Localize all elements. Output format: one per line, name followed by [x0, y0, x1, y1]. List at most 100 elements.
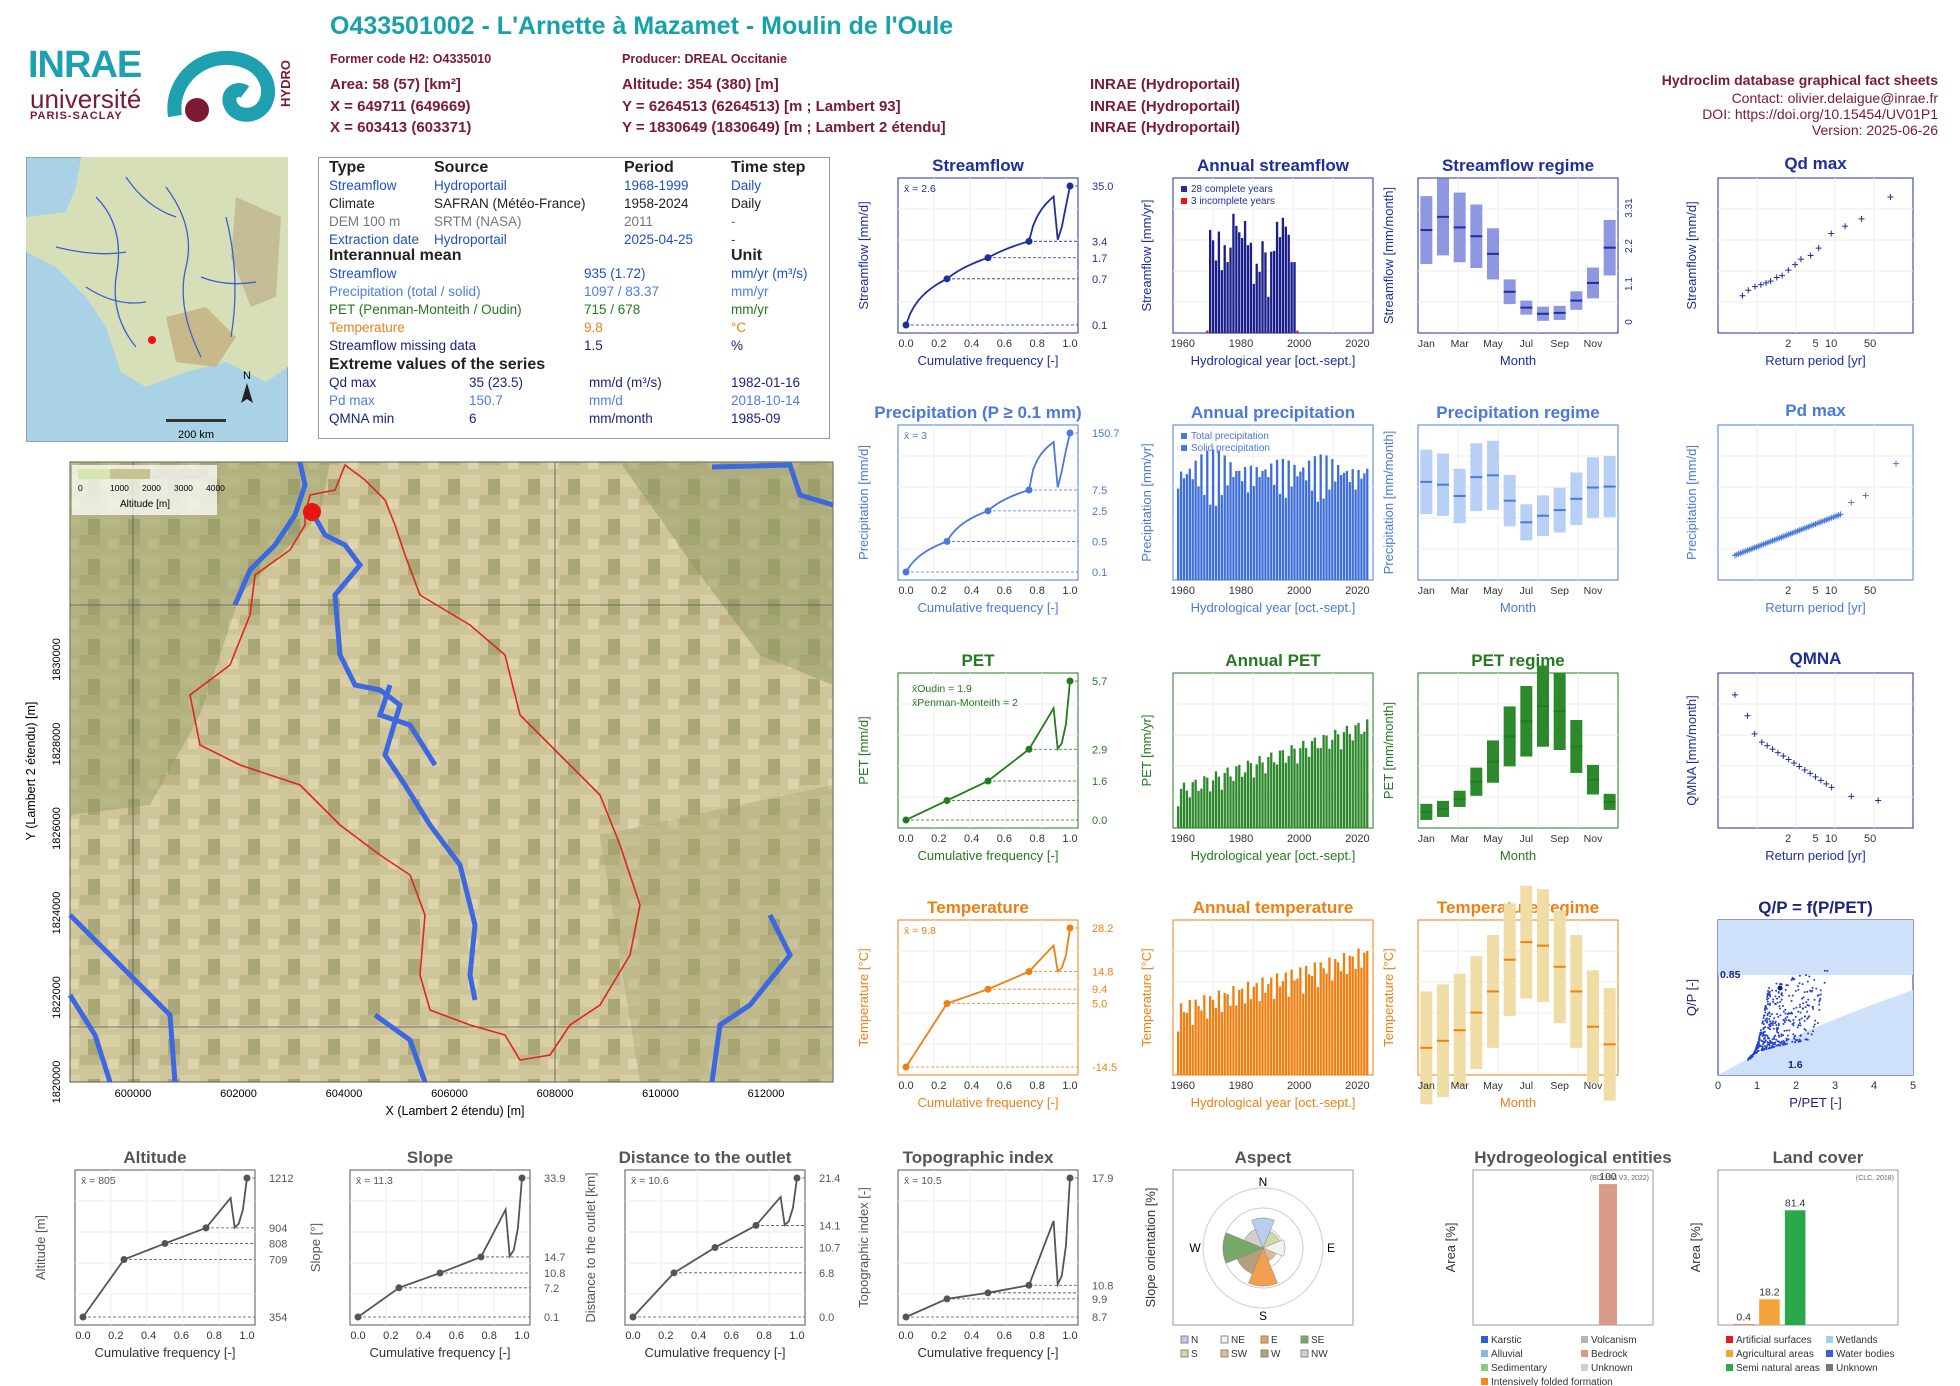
right-tick-label: 21.4 — [819, 1173, 840, 1185]
annual-bar — [1249, 242, 1253, 333]
mean-label: x̄ = 10.5 — [904, 1175, 942, 1187]
qp-point — [1779, 1014, 1782, 1017]
right-tick-label: 1212 — [269, 1173, 293, 1185]
annual-bar — [1325, 455, 1328, 580]
right-tick-label: 0.1 — [1092, 320, 1107, 332]
legend-swatch — [1481, 1364, 1488, 1371]
legend-swatch — [1581, 1350, 1588, 1357]
annual-bar — [1284, 497, 1287, 580]
qp-point — [1767, 1027, 1770, 1030]
scatter-point — [1812, 773, 1819, 780]
annual-bar — [1246, 492, 1250, 580]
x-tick: 1980 — [1229, 585, 1253, 597]
compass-label: W — [1189, 1241, 1201, 1255]
right-tick-label: 354 — [269, 1312, 287, 1324]
right-tick-label: 0 — [1624, 319, 1635, 325]
qp-point — [1768, 990, 1771, 993]
annual-bar — [1249, 465, 1253, 580]
x-tick: 2000 — [1287, 338, 1311, 350]
x-tick: 0 — [1715, 1080, 1721, 1092]
qp-point — [1779, 1041, 1782, 1044]
qp-point — [1815, 987, 1818, 990]
plot-area-hydrogeology — [1472, 1169, 1654, 1326]
x-axis-label: Month — [1500, 1095, 1536, 1110]
legend-label: SW — [1231, 1349, 1248, 1360]
right-tick-label: 33.9 — [544, 1173, 565, 1185]
annual-bar — [1226, 485, 1229, 580]
qp-point — [1766, 995, 1769, 998]
right-tick-label: 0.1 — [544, 1312, 559, 1324]
annual-bar — [1275, 459, 1279, 580]
y-l2e: Y = 1830649 (1830649) [m ; Lambert 2 éte… — [622, 119, 946, 136]
x-tick: 5 — [1910, 1080, 1916, 1092]
chart-title-streamflow_regime: Streamflow regime — [1441, 156, 1595, 175]
annual-bar — [1197, 790, 1200, 828]
annual-bar — [1366, 468, 1369, 580]
qp-point — [1798, 974, 1801, 977]
scatter-point — [1807, 252, 1814, 259]
qp-point — [1803, 991, 1806, 994]
qp-point — [1776, 997, 1779, 1000]
map-y-tick: 1830000 — [51, 638, 63, 681]
qp-point — [1774, 1003, 1777, 1006]
qp-point — [1806, 1017, 1809, 1020]
source-1: INRAE (Hydroportail) — [1090, 76, 1240, 93]
right-tick-label: 0.0 — [1092, 815, 1107, 827]
annual-bar — [1229, 462, 1232, 580]
qp-point — [1780, 1035, 1783, 1038]
x-tick: 0.8 — [757, 1330, 772, 1342]
x-tick: 2000 — [1287, 1080, 1311, 1092]
annual-bar — [1261, 977, 1264, 1075]
info-cell: mm/yr (m³/s) — [731, 266, 808, 281]
x-tick: 0.0 — [898, 585, 913, 597]
scatter-point — [1858, 215, 1865, 222]
annual-bar — [1188, 468, 1191, 580]
map-x-tick: 602000 — [220, 1088, 257, 1100]
qp-point — [1799, 1039, 1802, 1042]
annual-bar — [1342, 732, 1346, 828]
annual-bar — [1342, 472, 1346, 580]
qp-point — [1812, 1025, 1815, 1028]
legend-label: S — [1191, 1349, 1198, 1360]
annual-bar — [1290, 745, 1293, 828]
former-code: Former code H2: O4335010 — [330, 52, 492, 66]
annual-bar — [1209, 229, 1212, 333]
info-cell: - — [731, 232, 736, 247]
legend-label: 3 incomplete years — [1191, 196, 1275, 207]
info-head-mean: Interannual mean — [329, 247, 462, 264]
annual-bar — [1278, 237, 1282, 333]
legend-label: Bedrock — [1591, 1349, 1629, 1360]
compass-label: S — [1259, 1309, 1267, 1323]
annual-bar — [1206, 450, 1209, 580]
y-axis-label: Temperature [°C] — [856, 948, 871, 1046]
map-y-tick: 1822000 — [51, 976, 63, 1019]
qp-point — [1780, 1033, 1783, 1036]
qp-point — [1769, 1020, 1772, 1023]
x-tick: Jul — [1520, 833, 1533, 845]
info-table: Type Source Period Time step Streamflow H… — [318, 157, 830, 439]
x-tick: 2 — [1785, 833, 1791, 845]
annual-bar — [1319, 454, 1322, 580]
source-2: INRAE (Hydroportail) — [1090, 98, 1240, 115]
info-cell: Hydroportail — [434, 232, 507, 247]
scatter-point — [1791, 760, 1798, 767]
annual-bar — [1182, 1012, 1186, 1075]
legend-swatch — [1260, 1349, 1269, 1358]
chart-title-pet_regime: PET regime — [1471, 651, 1565, 670]
annual-bar — [1238, 989, 1241, 1075]
y-axis-label: PET [mm/yr] — [1139, 715, 1154, 787]
annual-bar — [1273, 484, 1276, 580]
annual-bar — [1220, 789, 1223, 828]
map-legend-title: Altitude [m] — [120, 499, 170, 510]
annual-bar — [1217, 451, 1221, 580]
right-tick-label: -14.5 — [1092, 1062, 1117, 1074]
qp-point — [1782, 1018, 1785, 1021]
university-logo: université — [30, 84, 142, 114]
x-axis-label: Month — [1500, 848, 1536, 863]
right-tick-label: 0.0 — [819, 1312, 834, 1324]
contact: Contact: olivier.delaigue@inrae.fr — [1731, 90, 1938, 106]
qp-point — [1796, 1026, 1799, 1029]
legend-swatch — [1481, 1336, 1488, 1343]
annual-bar — [1179, 1003, 1183, 1075]
right-tick-label: 7.5 — [1092, 485, 1107, 497]
